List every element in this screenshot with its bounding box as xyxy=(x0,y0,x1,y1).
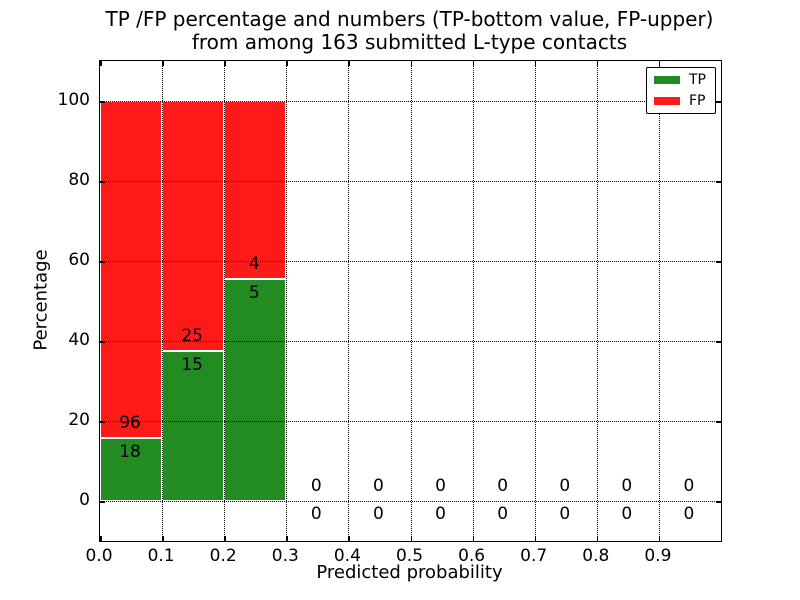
x-tick-mark xyxy=(596,536,599,541)
stacked-bar xyxy=(162,101,225,501)
x-tick-label: 0.4 xyxy=(333,546,361,566)
tp-count-label: 0 xyxy=(435,504,446,524)
tp-color-swatch xyxy=(654,76,680,84)
y-tick-mark xyxy=(716,341,721,343)
y-tick-label: 60 xyxy=(68,250,90,270)
vertical-gridline xyxy=(472,61,474,541)
x-tick-mark xyxy=(162,61,164,66)
bar-segment-tp xyxy=(225,277,286,500)
legend-entry-tp: TP xyxy=(654,73,708,87)
tp-count-label: 0 xyxy=(683,504,695,524)
x-tick-mark xyxy=(348,61,350,66)
vertical-gridline xyxy=(162,61,164,541)
y-tick-mark xyxy=(100,181,105,183)
x-tick-mark xyxy=(224,61,226,66)
y-tick-mark xyxy=(716,181,721,183)
y-tick-mark xyxy=(100,261,105,263)
tp-count-label: 18 xyxy=(119,441,141,462)
tp-count-label: 5 xyxy=(248,282,260,303)
legend: TP FP xyxy=(646,67,716,114)
y-tick-label: 100 xyxy=(57,90,90,110)
legend-label-tp: TP xyxy=(689,72,706,88)
x-tick-label: 0.1 xyxy=(147,546,175,566)
x-tick-mark xyxy=(286,61,288,66)
x-tick-mark xyxy=(472,536,475,541)
fp-count-label: 0 xyxy=(559,476,571,496)
x-tick-label: 0.9 xyxy=(644,546,672,566)
y-tick-mark xyxy=(100,101,105,103)
x-tick-mark xyxy=(286,536,288,541)
x-tick-mark xyxy=(348,536,350,541)
x-tick-mark xyxy=(658,536,661,541)
x-tick-mark xyxy=(596,61,599,66)
x-tick-mark xyxy=(410,61,412,66)
vertical-gridline xyxy=(410,61,412,541)
fp-color-swatch xyxy=(654,97,680,105)
vertical-gridline xyxy=(534,61,536,541)
x-tick-label: 0.2 xyxy=(209,546,237,566)
x-tick-mark xyxy=(100,61,102,66)
y-tick-mark xyxy=(716,101,721,103)
tp-count-label: 0 xyxy=(310,504,322,524)
x-tick-mark xyxy=(162,536,164,541)
x-tick-mark xyxy=(472,61,475,66)
x-tick-label: 0.0 xyxy=(85,546,113,566)
tp-count-label: 0 xyxy=(559,504,571,524)
x-tick-mark xyxy=(534,61,537,66)
bar-segment-tp xyxy=(101,436,162,500)
x-tick-mark xyxy=(100,536,102,541)
y-tick-mark xyxy=(100,501,105,503)
x-tick-mark xyxy=(224,536,226,541)
x-tick-label: 0.7 xyxy=(520,546,548,566)
fp-count-label: 0 xyxy=(435,476,446,496)
x-axis-label: Predicted probability xyxy=(316,562,503,583)
vertical-gridline xyxy=(348,61,350,541)
fp-count-label: 0 xyxy=(310,476,322,496)
legend-label-fp: FP xyxy=(689,93,706,109)
stacked-bar xyxy=(224,101,287,501)
y-tick-label: 40 xyxy=(68,330,90,350)
fp-count-label: 0 xyxy=(497,476,509,496)
fp-count-label: 0 xyxy=(621,476,633,496)
y-tick-mark xyxy=(100,341,105,343)
tp-count-label: 0 xyxy=(373,504,384,524)
y-tick-mark xyxy=(100,421,105,423)
y-tick-mark xyxy=(716,261,721,263)
x-tick-label: 0.6 xyxy=(458,546,486,566)
y-tick-label: 80 xyxy=(68,170,90,190)
tp-count-label: 0 xyxy=(497,504,509,524)
legend-entry-fp: FP xyxy=(654,94,708,108)
x-tick-label: 0.8 xyxy=(582,546,610,566)
vertical-gridline xyxy=(224,61,226,541)
x-tick-mark xyxy=(658,61,661,66)
fp-count-label: 0 xyxy=(683,476,695,496)
vertical-gridline xyxy=(658,61,660,541)
y-tick-mark xyxy=(716,501,721,503)
fp-count-label: 96 xyxy=(119,412,141,433)
chart-title-line2: from among 163 submitted L-type contacts xyxy=(191,30,628,54)
vertical-gridline xyxy=(596,61,598,541)
x-tick-label: 0.3 xyxy=(271,546,299,566)
plot-area xyxy=(99,60,722,542)
stacked-bar xyxy=(100,101,163,501)
y-tick-label: 0 xyxy=(79,490,90,510)
fp-count-label: 4 xyxy=(248,253,260,274)
x-tick-mark xyxy=(410,536,412,541)
tp-count-label: 15 xyxy=(181,355,203,375)
bar-segment-tp xyxy=(163,350,224,500)
chart-title-line1: TP /FP percentage and numbers (TP-bottom… xyxy=(105,7,714,31)
x-tick-label: 0.5 xyxy=(395,546,424,566)
x-tick-mark xyxy=(534,536,537,541)
fp-count-label: 0 xyxy=(373,476,384,496)
y-tick-label: 20 xyxy=(68,410,90,430)
vertical-gridline xyxy=(286,61,288,541)
fp-count-label: 25 xyxy=(181,326,203,346)
y-tick-mark xyxy=(716,421,721,423)
tp-count-label: 0 xyxy=(621,504,633,524)
